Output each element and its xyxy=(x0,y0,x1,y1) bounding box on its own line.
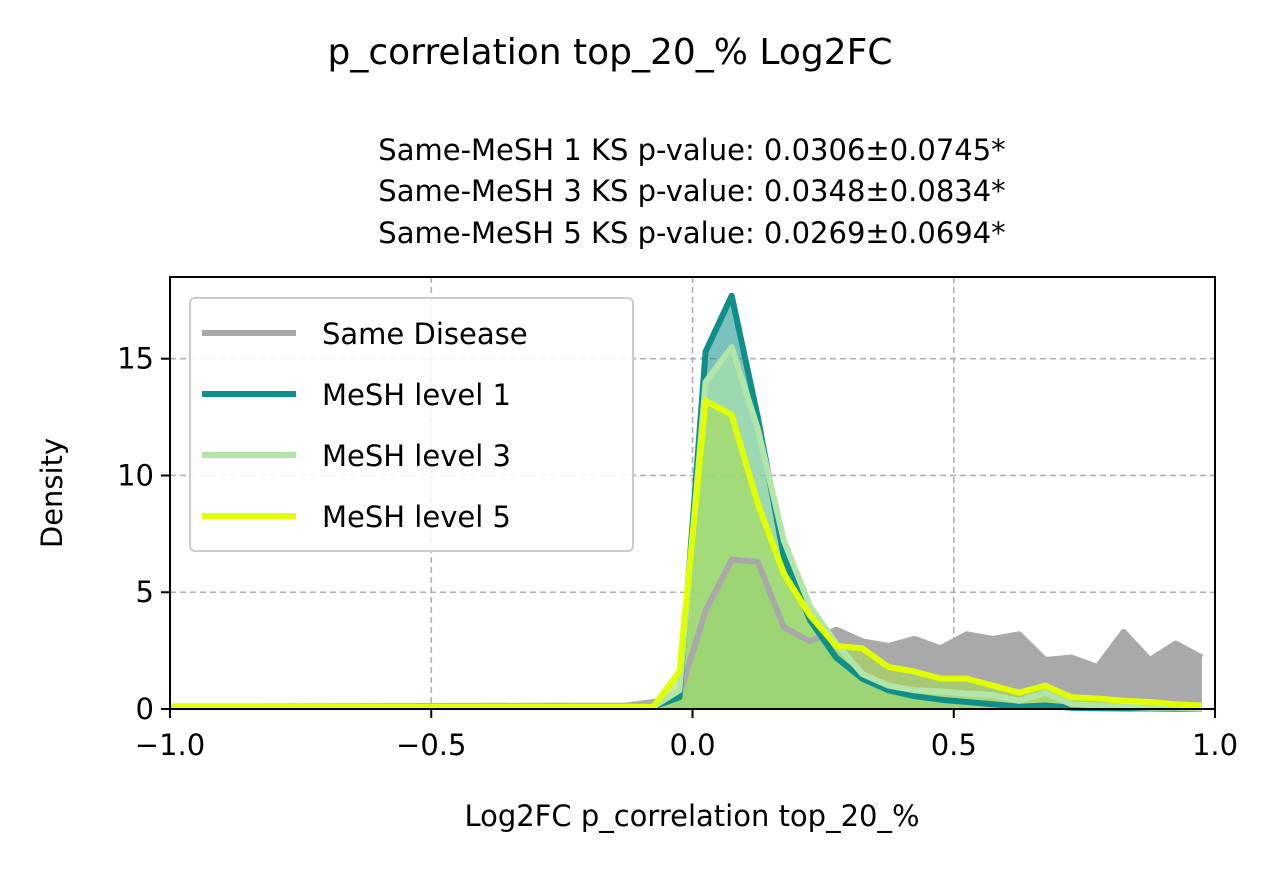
legend: Same Disease MeSH level 1 MeSH level 3 MeSH… xyxy=(189,297,634,552)
legend-label-2: MeSH level 1 xyxy=(322,378,511,412)
y-tick-label-1: 5 xyxy=(136,575,154,609)
chart-subtitle-line-1: Same-MeSH 1 KS p-value: 0.0306±0.0745* xyxy=(378,133,1005,167)
x-tick-label-2: 0.0 xyxy=(669,728,715,762)
x-tick-label-1: −0.5 xyxy=(396,728,466,762)
y-tick-label-2: 10 xyxy=(117,458,154,492)
y-tick-label-0: 0 xyxy=(136,692,154,726)
y-tick-label-3: 15 xyxy=(117,342,154,376)
chart-suptitle: p_correlation top_20_% Log2FC xyxy=(328,32,893,73)
x-tick-label-3: 0.5 xyxy=(931,728,977,762)
legend-label-1: Same Disease xyxy=(322,317,528,351)
series-line-4 xyxy=(170,397,1203,710)
legend-label-4: MeSH level 5 xyxy=(322,500,511,534)
area-fill-series-1 xyxy=(170,559,1202,709)
series-line-1 xyxy=(169,556,1204,710)
chart-subtitle-line-3: Same-MeSH 5 KS p-value: 0.0269±0.0694* xyxy=(378,216,1005,250)
chart-subtitle-line-2: Same-MeSH 3 KS p-value: 0.0348±0.0834* xyxy=(378,174,1005,208)
y-axis-label: Density xyxy=(35,438,69,548)
legend-box xyxy=(189,297,634,552)
x-axis-label: Log2FC p_correlation top_20_% xyxy=(464,799,919,833)
legend-label-3: MeSH level 3 xyxy=(322,439,511,473)
series-line-3 xyxy=(170,344,1202,712)
ticks-layer: −1.0 −0.5 0.0 0.5 1.0 0 5 10 15 xyxy=(117,342,1238,762)
x-tick-label-4: 1.0 xyxy=(1192,728,1238,762)
x-tick-label-0: −1.0 xyxy=(135,728,205,762)
